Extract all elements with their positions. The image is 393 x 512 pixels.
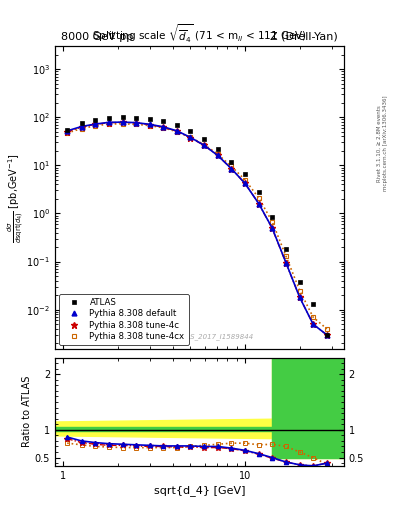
ATLAS (174, 122, 179, 129)
ATLAS (188, 128, 193, 134)
Line: Pythia 8.308 tune-4c: Pythia 8.308 tune-4c (64, 119, 330, 338)
Pythia 8.308 tune-4cx (174, 129, 179, 135)
Pythia 8.308 tune-4cx (298, 287, 302, 293)
Pythia 8.308 default (120, 119, 125, 125)
Pythia 8.308 tune-4cx (134, 121, 138, 127)
ATLAS (147, 116, 152, 122)
Pythia 8.308 default (147, 121, 152, 127)
Pythia 8.308 tune-4c (161, 124, 166, 130)
Pythia 8.308 default (161, 124, 166, 130)
Pythia 8.308 tune-4cx (65, 130, 70, 136)
ATLAS (120, 114, 125, 120)
ATLAS (79, 120, 84, 126)
Text: mcplots.cern.ch [arXiv:1306.3436]: mcplots.cern.ch [arXiv:1306.3436] (384, 96, 388, 191)
Legend: ATLAS, Pythia 8.308 default, Pythia 8.308 tune-4c, Pythia 8.308 tune-4cx: ATLAS, Pythia 8.308 default, Pythia 8.30… (59, 294, 189, 345)
Pythia 8.308 tune-4cx (188, 134, 193, 140)
Pythia 8.308 tune-4c (215, 153, 220, 159)
Pythia 8.308 tune-4cx (93, 123, 98, 129)
ATLAS (93, 117, 98, 123)
Pythia 8.308 tune-4c (298, 294, 302, 301)
Pythia 8.308 default (298, 294, 302, 301)
Pythia 8.308 default (93, 121, 98, 127)
ATLAS (65, 126, 70, 133)
Pythia 8.308 tune-4cx (79, 125, 84, 132)
Pythia 8.308 tune-4c (134, 120, 138, 126)
Text: Rivet 3.1.10, ≥ 2.8M events: Rivet 3.1.10, ≥ 2.8M events (377, 105, 382, 182)
Pythia 8.308 tune-4c (270, 225, 274, 231)
Line: Pythia 8.308 default: Pythia 8.308 default (65, 120, 329, 337)
Pythia 8.308 default (325, 332, 329, 338)
Pythia 8.308 default (174, 128, 179, 134)
ATLAS (270, 214, 274, 220)
Pythia 8.308 tune-4cx (270, 219, 274, 225)
Pythia 8.308 tune-4c (65, 129, 70, 135)
Pythia 8.308 default (229, 166, 234, 172)
Pythia 8.308 default (256, 201, 261, 207)
Pythia 8.308 tune-4cx (161, 125, 166, 131)
Pythia 8.308 tune-4c (93, 121, 98, 127)
Text: 8000 GeV pp: 8000 GeV pp (61, 32, 133, 41)
Pythia 8.308 default (188, 134, 193, 140)
ATLAS (325, 332, 329, 338)
Pythia 8.308 tune-4c (202, 142, 207, 148)
Pythia 8.308 default (311, 321, 316, 327)
Pythia 8.308 default (134, 120, 138, 126)
Pythia 8.308 tune-4c (120, 119, 125, 125)
Pythia 8.308 default (242, 180, 247, 186)
ATLAS (202, 136, 207, 142)
Pythia 8.308 tune-4cx (107, 121, 111, 127)
Line: Pythia 8.308 tune-4cx: Pythia 8.308 tune-4cx (65, 121, 329, 331)
Pythia 8.308 tune-4cx (256, 195, 261, 201)
X-axis label: sqrt{d_4} [GeV]: sqrt{d_4} [GeV] (154, 485, 245, 496)
Pythia 8.308 tune-4c (147, 121, 152, 127)
Pythia 8.308 tune-4c (256, 201, 261, 207)
ATLAS (256, 189, 261, 195)
Pythia 8.308 default (215, 153, 220, 159)
Pythia 8.308 tune-4c (188, 135, 193, 141)
Pythia 8.308 tune-4c (242, 180, 247, 186)
Pythia 8.308 tune-4cx (325, 326, 329, 332)
Pythia 8.308 default (270, 225, 274, 231)
Pythia 8.308 tune-4c (107, 120, 111, 126)
ATLAS (107, 115, 111, 121)
Y-axis label: $\frac{d\sigma}{d\mathrm{sqrt}(d_4)}$ [pb,GeV$^{-1}$]: $\frac{d\sigma}{d\mathrm{sqrt}(d_4)}$ [p… (5, 153, 25, 243)
ATLAS (311, 301, 316, 307)
Pythia 8.308 tune-4cx (242, 177, 247, 183)
ATLAS (298, 279, 302, 285)
Pythia 8.308 tune-4cx (311, 314, 316, 320)
Pythia 8.308 default (65, 128, 70, 134)
Text: Z (Drell-Yan): Z (Drell-Yan) (270, 32, 338, 41)
Pythia 8.308 tune-4c (229, 166, 234, 172)
Line: ATLAS: ATLAS (65, 115, 329, 337)
Pythia 8.308 tune-4c (174, 128, 179, 134)
ATLAS (215, 146, 220, 152)
ATLAS (134, 115, 138, 121)
Pythia 8.308 default (202, 142, 207, 148)
Pythia 8.308 tune-4cx (202, 141, 207, 147)
ATLAS (242, 171, 247, 177)
ATLAS (161, 118, 166, 124)
Pythia 8.308 default (284, 260, 288, 266)
Pythia 8.308 default (79, 123, 84, 130)
Pythia 8.308 tune-4c (79, 124, 84, 130)
Pythia 8.308 default (107, 119, 111, 125)
Pythia 8.308 tune-4cx (147, 122, 152, 129)
Pythia 8.308 tune-4cx (215, 151, 220, 157)
Y-axis label: Ratio to ATLAS: Ratio to ATLAS (22, 376, 32, 447)
Pythia 8.308 tune-4c (311, 321, 316, 327)
Pythia 8.308 tune-4c (284, 260, 288, 266)
ATLAS (284, 246, 288, 252)
Pythia 8.308 tune-4cx (120, 121, 125, 127)
Text: ATLAS_2017_I1589844: ATLAS_2017_I1589844 (174, 333, 254, 340)
Pythia 8.308 tune-4c (325, 332, 329, 338)
Pythia 8.308 tune-4cx (284, 253, 288, 259)
ATLAS (229, 158, 234, 164)
Title: Splitting scale $\sqrt{\overline{d}_4}$ (71 < m$_{ll}$ < 111 GeV): Splitting scale $\sqrt{\overline{d}_4}$ … (92, 23, 307, 45)
Pythia 8.308 tune-4cx (229, 163, 234, 169)
